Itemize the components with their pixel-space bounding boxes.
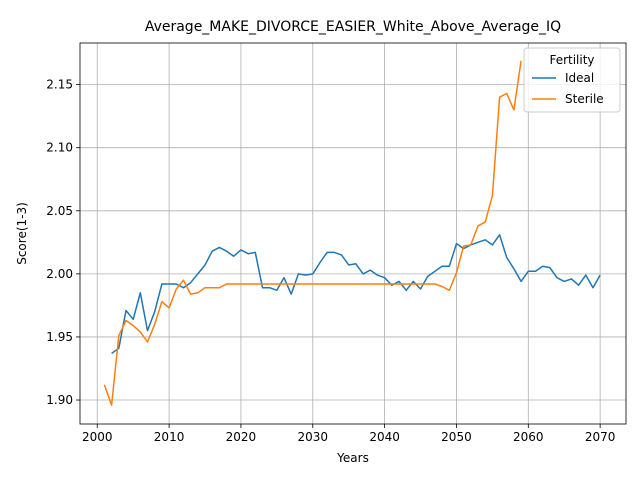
y-tick-label: 2.15 — [46, 78, 73, 92]
legend-title: Fertility — [549, 53, 594, 67]
plot-frame — [79, 42, 627, 425]
x-axis-label: Years — [336, 451, 369, 465]
y-tick-label: 2.10 — [46, 141, 73, 155]
series-line-ideal — [111, 234, 601, 355]
legend-label-sterile: Sterile — [565, 92, 604, 106]
x-tick-label: 2070 — [585, 430, 616, 444]
x-tick-label: 2040 — [369, 430, 400, 444]
x-tick-label: 2010 — [154, 430, 185, 444]
x-tick-label: 2060 — [513, 430, 544, 444]
legend-box — [523, 47, 621, 113]
y-tick-label: 2.00 — [46, 267, 73, 281]
x-tick-label: 2030 — [297, 430, 328, 444]
legend-label-ideal: Ideal — [565, 71, 594, 85]
y-tick-label: 1.95 — [46, 330, 73, 344]
series-lines — [103, 60, 601, 406]
y-axis-ticks: 1.90 1.95 2.00 2.05 2.10 2.15 — [46, 78, 80, 407]
x-tick-label: 2020 — [226, 430, 257, 444]
y-axis-label: Score(1-3) — [15, 202, 29, 265]
y-tick-label: 2.05 — [46, 204, 73, 218]
series-line-sterile — [103, 60, 522, 406]
y-tick-label: 1.90 — [46, 393, 73, 407]
legend: Fertility Ideal Sterile — [523, 47, 621, 113]
chart-title: Average_MAKE_DIVORCE_EASIER_White_Above_… — [145, 19, 561, 35]
x-tick-label: 2050 — [441, 430, 472, 444]
x-tick-label: 2000 — [82, 430, 113, 444]
x-axis-ticks: 2000 2010 2020 2030 2040 2050 2060 2070 — [82, 424, 615, 444]
